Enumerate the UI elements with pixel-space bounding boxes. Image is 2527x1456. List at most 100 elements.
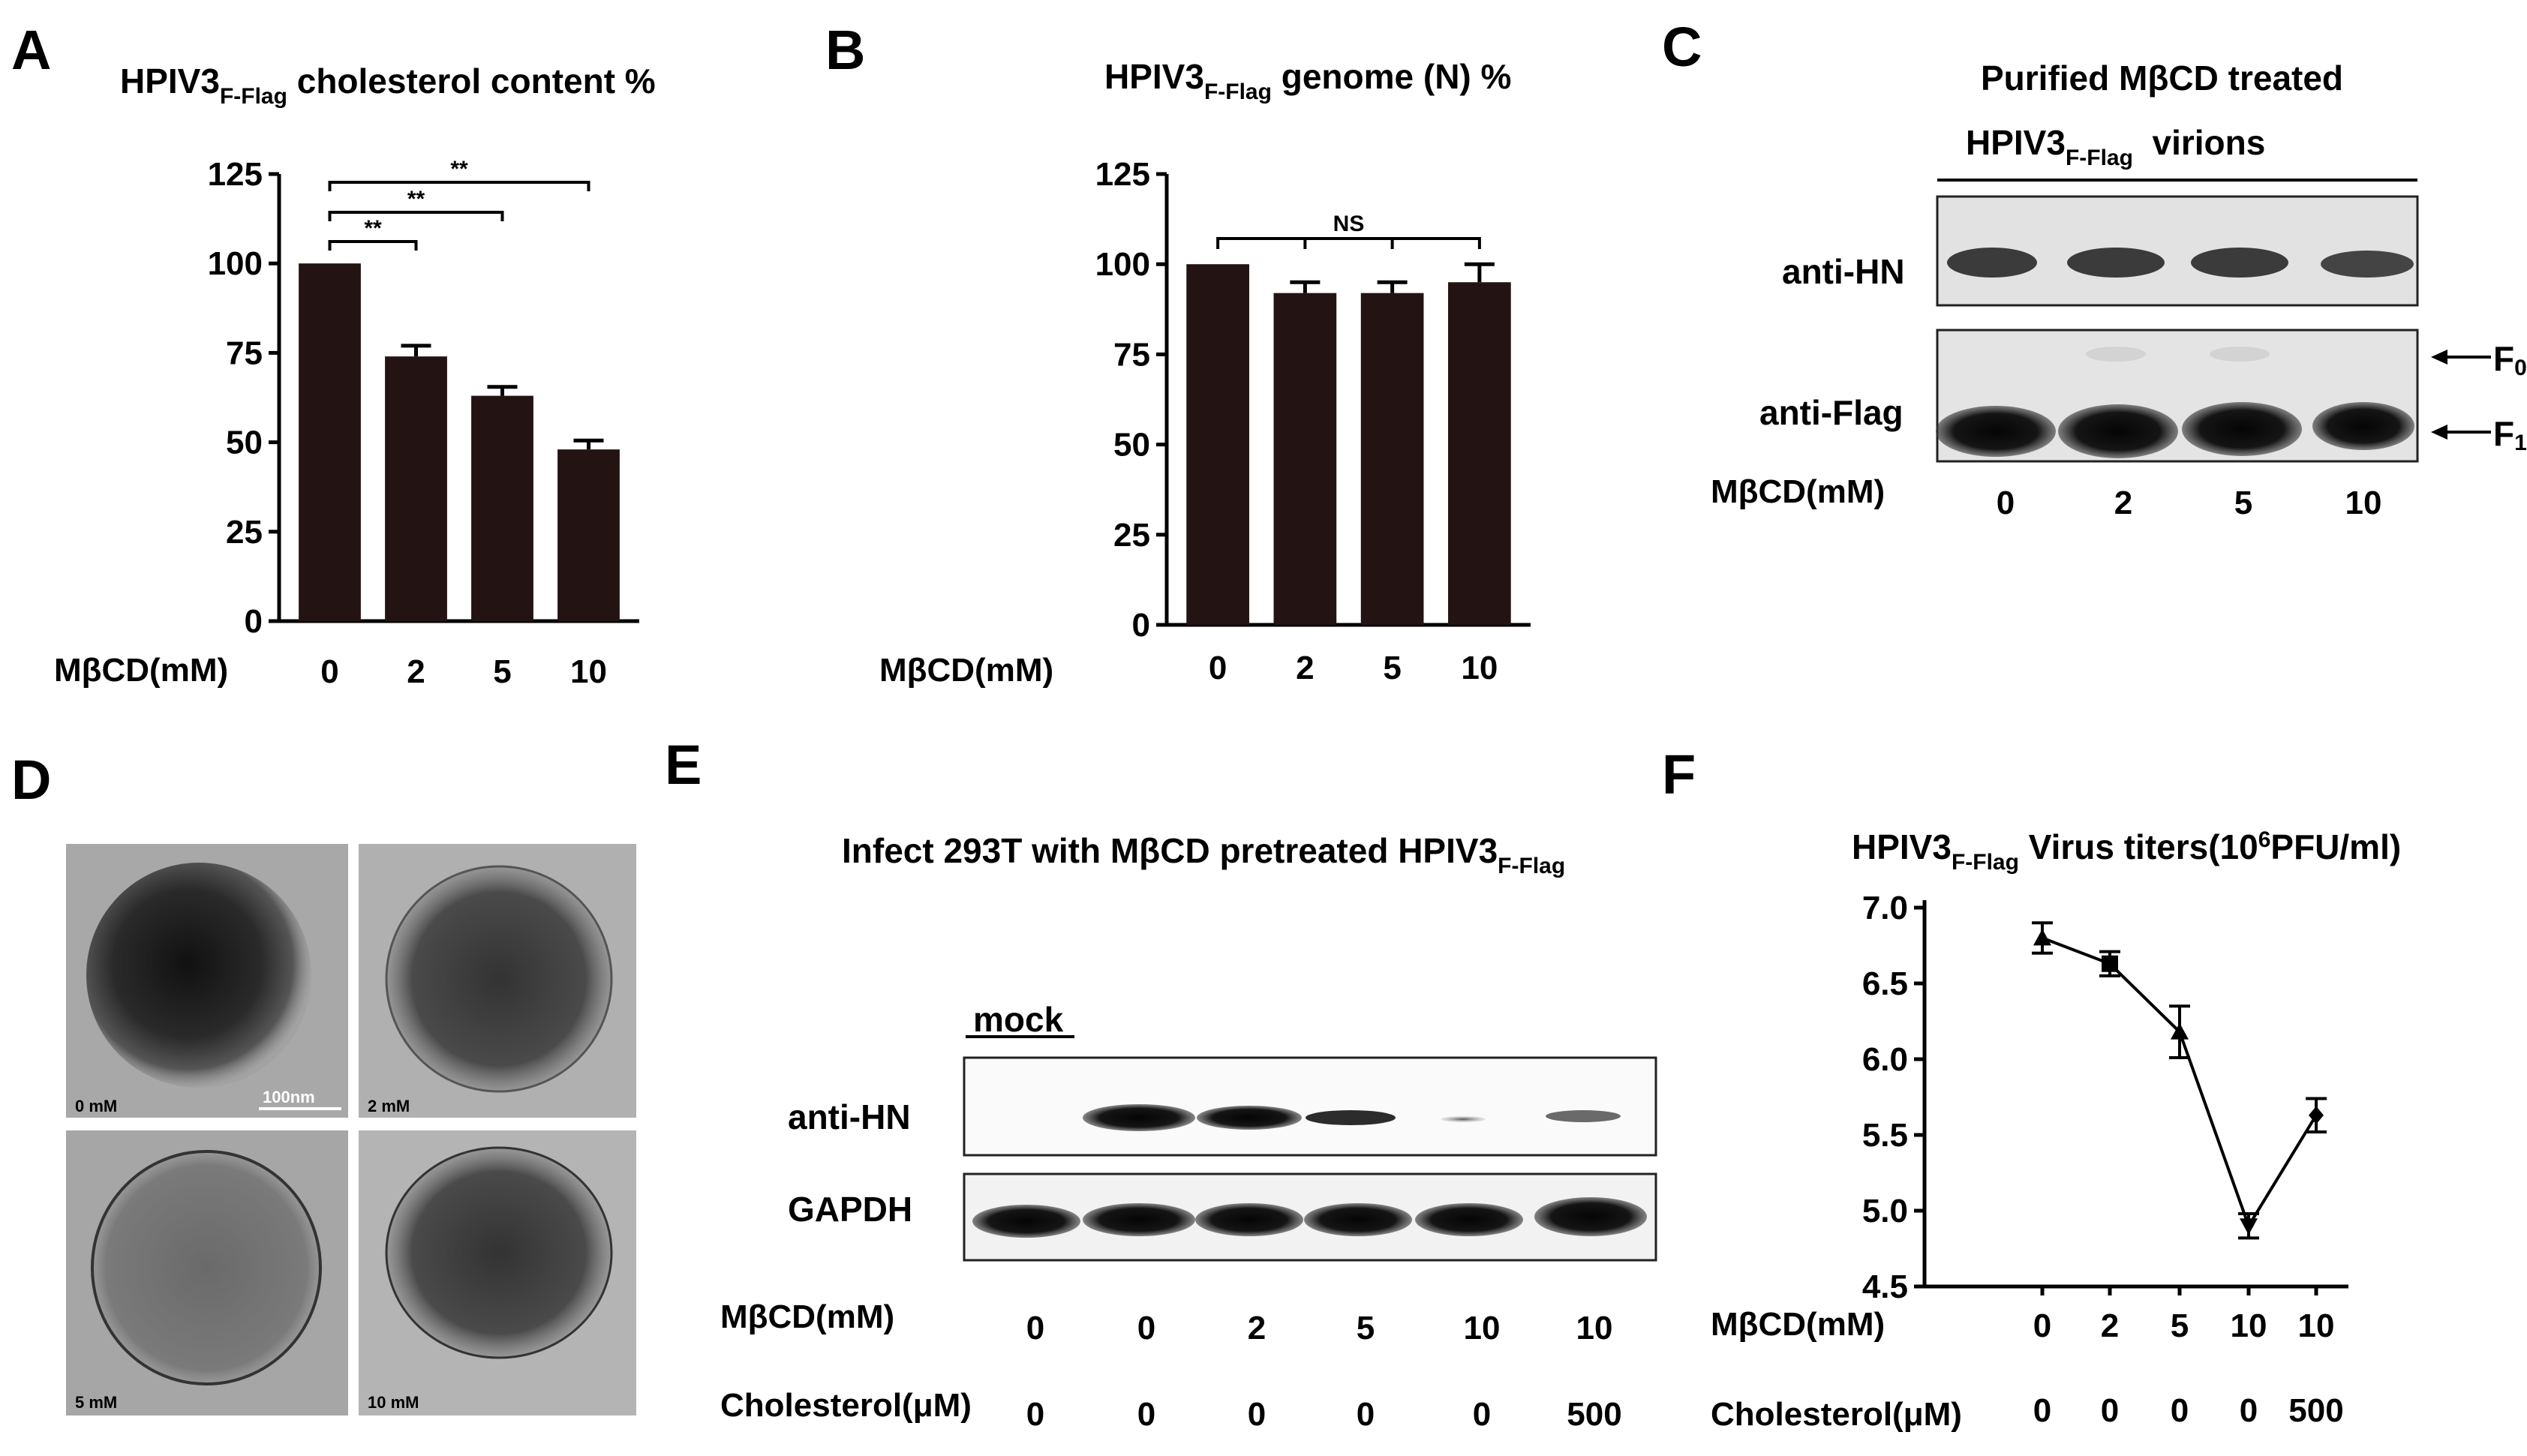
- panel-b-y-tick-label: 50: [1113, 427, 1150, 464]
- panel-c-hn-band: [1947, 248, 2037, 278]
- em-label-2mm: 2 mM: [368, 1097, 410, 1115]
- panel-a-significance-label: **: [407, 187, 425, 212]
- panel-f-point: [2171, 1022, 2189, 1040]
- panel-e-lane-labels: 0 0 2 5 10 10 0 0 0 0 0 500: [1026, 1310, 1622, 1433]
- panel-e-hn-band: [1441, 1116, 1486, 1122]
- panel-f-y-tick-label: 5.5: [1862, 1117, 1908, 1154]
- panel-e-gapdh-band: [1534, 1197, 1647, 1236]
- panel-b-bar: [1273, 293, 1337, 625]
- panel-c-f0-arrowhead: [2431, 350, 2447, 365]
- panel-b-significance-bracket: [1216, 237, 1481, 249]
- panel-d: D 0 mM 100nm 2 mM 5 mM 10 mM: [11, 749, 636, 1415]
- panel-e-mbcd-value: 5: [1357, 1310, 1375, 1346]
- panel-e-hn-band: [1197, 1106, 1302, 1130]
- panel-b-y-tick-label: 100: [1095, 246, 1150, 283]
- panel-a-y-tick-label: 100: [208, 245, 263, 282]
- panel-f-row2-label: Cholesterol(μM): [1711, 1396, 1962, 1433]
- panel-d-letter: D: [11, 749, 51, 811]
- panel-f-mbcd-value: 5: [2171, 1307, 2189, 1344]
- panel-e: E Infect 293T with MβCD pretreated HPIV3…: [665, 734, 1657, 1433]
- panel-c-f1-label: F1: [2493, 414, 2527, 455]
- panel-b-x-label: MβCD(mM): [879, 652, 1053, 689]
- em-label-5mm: 5 mM: [75, 1393, 117, 1412]
- panel-e-cholesterol-value: 0: [1357, 1396, 1375, 1433]
- panel-c-f1-band: [1936, 406, 2056, 457]
- panel-f: F HPIV3F-Flag Virus titers(106PFU/ml) 4.…: [1662, 743, 2401, 1433]
- panel-e-hn-band: [1306, 1110, 1396, 1125]
- panel-f-line-chart: 4.5 5.0 5.5 6.0 6.5 7.0: [1862, 890, 2348, 1305]
- panel-c-x-label: MβCD(mM): [1711, 473, 1885, 510]
- em-virion-10mm: [385, 1146, 613, 1359]
- panel-a-significance-bracket: [328, 181, 590, 191]
- em-label-0mm: 0 mM: [75, 1097, 117, 1115]
- panel-b: B HPIV3F-Flag genome (N) % 0255075100125…: [825, 19, 1531, 689]
- panel-c-f0-band: [2210, 347, 2270, 362]
- em-virion-0mm: [86, 863, 311, 1088]
- panel-f-cholesterol-value: 0: [2171, 1392, 2189, 1429]
- panel-f-lane-labels: 0 2 5 10 10 0 0 0 0 500: [2033, 1307, 2344, 1429]
- panel-a-title: HPIV3F-Flag cholesterol content %: [120, 62, 656, 109]
- panel-e-gapdh-band: [972, 1205, 1080, 1238]
- panel-c-lane-label: 2: [2114, 485, 2132, 521]
- panel-e-cholesterol-value: 500: [1567, 1396, 1621, 1433]
- panel-f-mbcd-value: 10: [2231, 1307, 2267, 1344]
- panel-f-letter: F: [1662, 743, 1696, 806]
- panel-f-y-tick-label: 6.0: [1862, 1041, 1908, 1078]
- panel-f-mbcd-value: 2: [2101, 1307, 2119, 1344]
- panel-f-point: [2102, 955, 2118, 972]
- panel-a-y-tick-label: 125: [208, 156, 263, 193]
- panel-a-bar: [385, 356, 447, 621]
- panel-f-row1-label: MβCD(mM): [1711, 1306, 1885, 1343]
- panel-c-f1-band: [2058, 404, 2178, 458]
- panel-e-mbcd-value: 0: [1026, 1310, 1044, 1346]
- panel-c-title: Purified MβCD treated: [1981, 59, 2343, 98]
- panel-e-hn-band: [1546, 1110, 1621, 1122]
- panel-e-gapdh-band: [1195, 1203, 1303, 1236]
- panel-e-gapdh-band: [1415, 1203, 1523, 1236]
- panel-f-point: [2309, 1106, 2324, 1124]
- panel-a-letter: A: [11, 19, 51, 81]
- em-virion-5mm: [91, 1150, 322, 1385]
- panel-f-cholesterol-value: 0: [2033, 1392, 2051, 1429]
- panel-f-mbcd-value: 0: [2033, 1307, 2051, 1344]
- panel-c-lane-label: 5: [2234, 485, 2252, 521]
- panel-e-hn-blot: [963, 1056, 1657, 1157]
- panel-b-y-tick-label: 75: [1113, 336, 1150, 373]
- panel-c-hn-band: [2321, 251, 2414, 278]
- panel-c-subtitle: HPIV3F-Flag virions: [1966, 123, 2265, 170]
- panel-c-f0-band: [2086, 347, 2146, 362]
- panel-a-x-tick-label: 10: [570, 653, 607, 690]
- panel-f-y-tick-label: 4.5: [1862, 1268, 1908, 1305]
- panel-a-y-tick-label: 75: [226, 335, 263, 371]
- panel-f-cholesterol-value: 0: [2101, 1392, 2119, 1429]
- panel-e-gapdh-band: [1083, 1203, 1195, 1236]
- panel-c-blot1-label: anti-HN: [1782, 252, 1905, 291]
- panel-c-f1-band: [2182, 402, 2302, 456]
- panel-f-cholesterol-value: 500: [2288, 1392, 2343, 1429]
- panel-c-blot2-label: anti-Flag: [1759, 393, 1904, 432]
- panel-c-f1-arrowhead: [2431, 425, 2447, 440]
- panel-e-title: Infect 293T with MβCD pretreated HPIV3F-…: [842, 831, 1565, 878]
- panel-a-significance-label: **: [364, 216, 382, 241]
- panel-e-mbcd-value: 10: [1464, 1310, 1501, 1346]
- panel-b-y-tick-label: 25: [1113, 517, 1150, 554]
- panel-f-y-tick-label: 7.0: [1862, 890, 1908, 926]
- panel-b-bar: [1186, 264, 1249, 625]
- panel-e-letter: E: [665, 734, 702, 796]
- panel-e-gapdh-band: [1304, 1203, 1412, 1236]
- panel-b-x-tick-label: 10: [1461, 650, 1498, 686]
- panel-a-bar: [557, 449, 620, 621]
- panel-b-x-tick-label: 5: [1383, 650, 1401, 686]
- panel-a-y-tick-label: 25: [226, 514, 263, 551]
- panel-f-title: HPIV3F-Flag Virus titers(106PFU/ml): [1852, 827, 2401, 875]
- panel-f-point: [2240, 1218, 2258, 1235]
- panel-c-hn-band: [2191, 248, 2288, 278]
- panel-e-row1-label: MβCD(mM): [720, 1298, 894, 1335]
- panel-c-lane-labels: 0 2 5 10: [1997, 485, 2382, 521]
- panel-c-f1-band: [2312, 402, 2414, 450]
- panel-b-title: HPIV3F-Flag genome (N) %: [1104, 57, 1511, 104]
- panel-e-mbcd-value: 2: [1248, 1310, 1266, 1346]
